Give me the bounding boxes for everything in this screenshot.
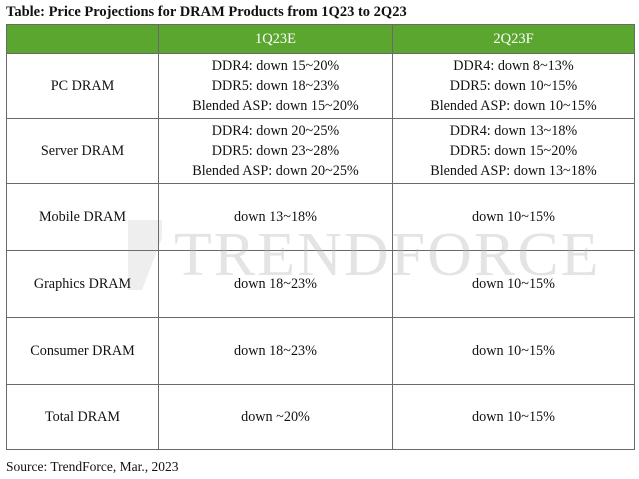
pc-dram-1q23e-cell: DDR4: down 15~20% DDR5: down 18~23% Blen… <box>158 53 393 119</box>
pc-dram-1q23e-ddr5: DDR5: down 18~23% <box>211 78 340 94</box>
row-label-server-dram: Server DRAM <box>6 118 159 184</box>
header-2q23f: 2Q23F <box>392 24 635 54</box>
pc-dram-2q23f-cell: DDR4: down 8~13% DDR5: down 10~15% Blend… <box>392 53 635 119</box>
row-label-pc-dram: PC DRAM <box>6 53 159 119</box>
row-label-graphics-dram: Graphics DRAM <box>6 250 159 318</box>
mobile-dram-2q23f-cell: down 10~15% <box>392 183 635 251</box>
row-label-consumer-dram: Consumer DRAM <box>6 317 159 385</box>
graphics-dram-2q23f-cell: down 10~15% <box>392 250 635 318</box>
table-row: Server DRAM DDR4: down 20~25% DDR5: down… <box>6 118 635 184</box>
row-label-total-dram: Total DRAM <box>6 384 159 450</box>
table-row: Consumer DRAM down 18~23% down 10~15% <box>6 317 635 385</box>
price-projection-table: 1Q23E 2Q23F PC DRAM DDR4: down 15~20% DD… <box>6 24 635 450</box>
server-dram-2q23f-ddr5: DDR5: down 15~20% <box>449 143 578 159</box>
server-dram-1q23e-cell: DDR4: down 20~25% DDR5: down 23~28% Blen… <box>158 118 393 184</box>
header-corner-cell <box>6 24 159 54</box>
pc-dram-2q23f-ddr4: DDR4: down 8~13% <box>453 58 574 74</box>
server-dram-2q23f-blended: Blended ASP: down 13~18% <box>430 163 597 179</box>
table-row: Mobile DRAM down 13~18% down 10~15% <box>6 183 635 251</box>
table-title: Table: Price Projections for DRAM Produc… <box>6 4 407 20</box>
total-dram-2q23f-cell: down 10~15% <box>392 384 635 450</box>
server-dram-2q23f-ddr4: DDR4: down 13~18% <box>449 123 578 139</box>
server-dram-2q23f-cell: DDR4: down 13~18% DDR5: down 15~20% Blen… <box>392 118 635 184</box>
table-row: Graphics DRAM down 18~23% down 10~15% <box>6 250 635 318</box>
total-dram-1q23e-cell: down ~20% <box>158 384 393 450</box>
consumer-dram-1q23e-cell: down 18~23% <box>158 317 393 385</box>
header-1q23e: 1Q23E <box>158 24 393 54</box>
table-row: PC DRAM DDR4: down 15~20% DDR5: down 18~… <box>6 53 635 119</box>
pc-dram-2q23f-ddr5: DDR5: down 10~15% <box>449 78 578 94</box>
graphics-dram-1q23e-cell: down 18~23% <box>158 250 393 318</box>
server-dram-1q23e-ddr4: DDR4: down 20~25% <box>211 123 340 139</box>
consumer-dram-2q23f-cell: down 10~15% <box>392 317 635 385</box>
pc-dram-1q23e-blended: Blended ASP: down 15~20% <box>192 98 359 114</box>
server-dram-1q23e-ddr5: DDR5: down 23~28% <box>211 143 340 159</box>
mobile-dram-1q23e-cell: down 13~18% <box>158 183 393 251</box>
row-label-mobile-dram: Mobile DRAM <box>6 183 159 251</box>
table-header-row: 1Q23E 2Q23F <box>6 24 635 54</box>
table-row: Total DRAM down ~20% down 10~15% <box>6 384 635 450</box>
source-note: Source: TrendForce, Mar., 2023 <box>6 459 179 474</box>
pc-dram-2q23f-blended: Blended ASP: down 10~15% <box>430 98 597 114</box>
pc-dram-1q23e-ddr4: DDR4: down 15~20% <box>211 58 340 74</box>
server-dram-1q23e-blended: Blended ASP: down 20~25% <box>192 163 359 179</box>
